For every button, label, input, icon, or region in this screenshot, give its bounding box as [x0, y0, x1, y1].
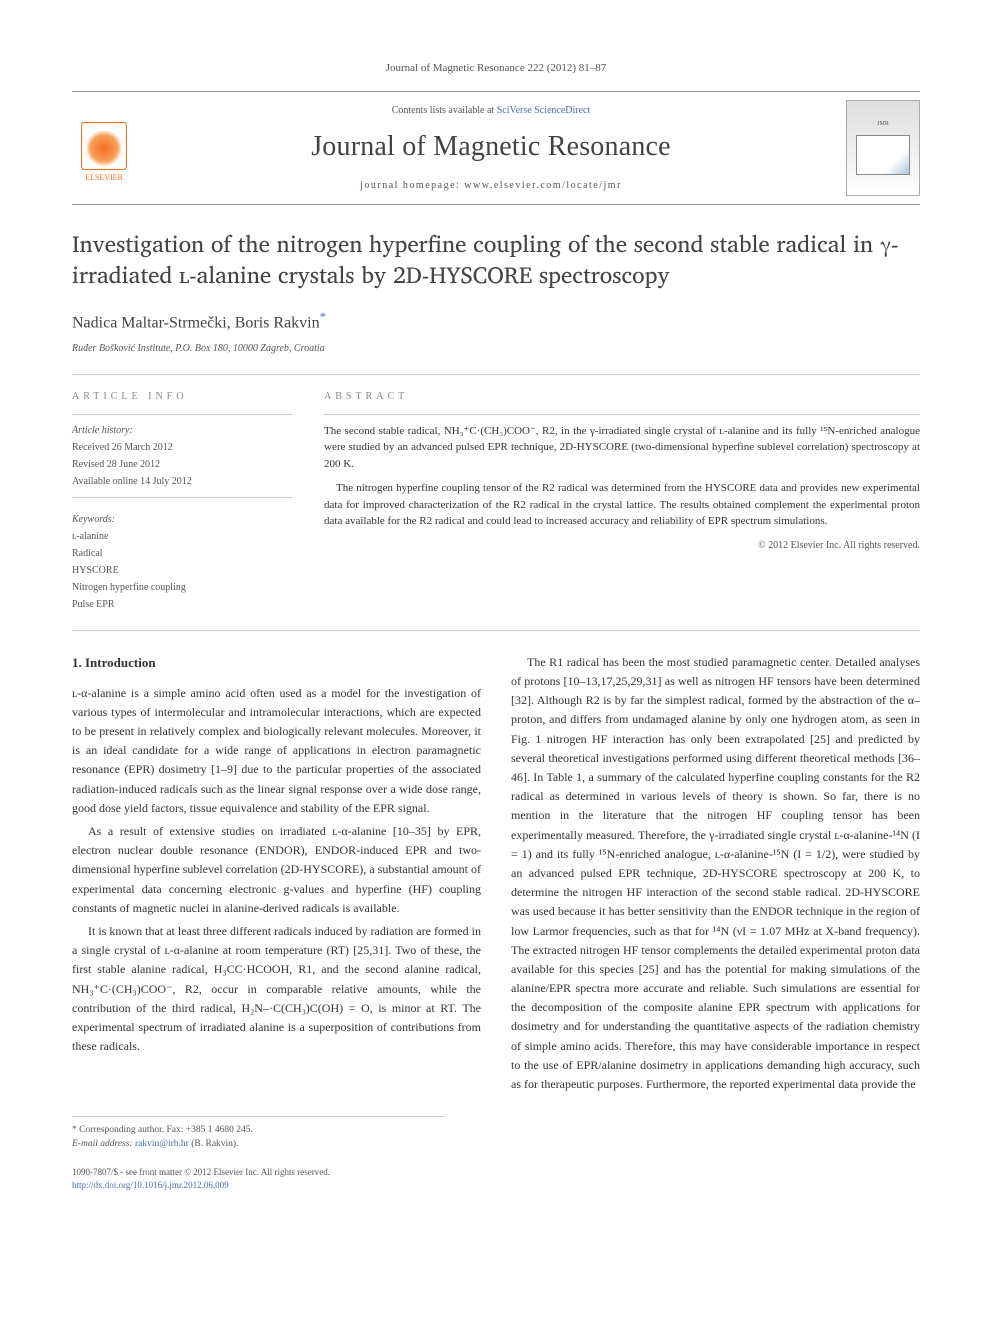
info-abstract-row: ARTICLE INFO Article history: Received 2… [72, 374, 920, 631]
keyword: HYSCORE [72, 563, 292, 578]
keywords-heading: Keywords: [72, 512, 292, 527]
history-heading: Article history: [72, 423, 292, 438]
divider [72, 414, 292, 415]
corresponding-footnote: * Corresponding author. Fax: +385 1 4680… [72, 1116, 445, 1152]
abstract-paragraph: The second stable radical, NH₃⁺C·(CH₃)CO… [324, 423, 920, 473]
corresponding-author-mark: * [320, 309, 327, 324]
contents-available-line: Contents lists available at SciVerse Sci… [154, 103, 828, 118]
bibliographic-reference: Journal of Magnetic Resonance 222 (2012)… [72, 60, 920, 77]
keyword: Pulse EPR [72, 597, 292, 612]
body-paragraph: ʟ-α-alanine is a simple amino acid often… [72, 684, 481, 818]
corr-author-line: * Corresponding author. Fax: +385 1 4680… [72, 1123, 445, 1137]
section-heading-introduction: 1. Introduction [72, 653, 481, 674]
cover-mini-plot-icon [856, 135, 910, 175]
elsevier-tree-icon [81, 122, 127, 170]
front-matter-line: 1090-7807/$ - see front matter © 2012 El… [72, 1166, 920, 1180]
email-suffix: (B. Rakvin). [189, 1139, 239, 1149]
doi-link[interactable]: http://dx.doi.org/10.1016/j.jmr.2012.06.… [72, 1179, 920, 1193]
body-paragraph: As a result of extensive studies on irra… [72, 822, 481, 918]
email-label: E-mail address: [72, 1139, 135, 1149]
history-revised: Revised 28 June 2012 [72, 457, 292, 472]
journal-homepage-line: journal homepage: www.elsevier.com/locat… [154, 178, 828, 193]
elsevier-logo: ELSEVIER [72, 112, 136, 184]
journal-header: ELSEVIER Contents lists available at Sci… [72, 91, 920, 205]
article-info-label: ARTICLE INFO [72, 389, 292, 404]
body-two-column: 1. Introduction ʟ-α-alanine is a simple … [72, 653, 920, 1094]
abstract-paragraph: The nitrogen hyperfine coupling tensor o… [324, 480, 920, 530]
homepage-url[interactable]: www.elsevier.com/locate/jmr [464, 180, 622, 191]
body-paragraph: It is known that at least three differen… [72, 922, 481, 1056]
abstract-copyright: © 2012 Elsevier Inc. All rights reserved… [324, 538, 920, 553]
body-paragraph: The R1 radical has been the most studied… [511, 653, 920, 1094]
sciencedirect-link[interactable]: SciVerse ScienceDirect [497, 105, 591, 116]
abstract-column: ABSTRACT The second stable radical, NH₃⁺… [324, 389, 920, 614]
affiliation: Ruđer Bošković Institute, P.O. Box 180, … [72, 341, 920, 356]
article-title: Investigation of the nitrogen hyperfine … [72, 229, 920, 291]
corr-email-link[interactable]: rakvin@irb.hr [135, 1139, 189, 1149]
history-received: Received 26 March 2012 [72, 440, 292, 455]
divider [324, 414, 920, 415]
keyword: Nitrogen hyperfine coupling [72, 580, 292, 595]
journal-name: Journal of Magnetic Resonance [154, 126, 828, 168]
divider [72, 497, 292, 498]
publisher-label: ELSEVIER [85, 172, 123, 184]
cover-label: JMR [877, 120, 889, 129]
authors-line: Nadica Maltar-Strmečki, Boris Rakvin* [72, 307, 920, 335]
abstract-label: ABSTRACT [324, 389, 920, 404]
keyword: Radical [72, 546, 292, 561]
keyword: ʟ-alanine [72, 529, 292, 544]
article-info-column: ARTICLE INFO Article history: Received 2… [72, 389, 292, 614]
journal-cover-thumbnail: JMR [846, 100, 920, 196]
contents-prefix: Contents lists available at [392, 105, 497, 116]
corr-email-line: E-mail address: rakvin@irb.hr (B. Rakvin… [72, 1137, 445, 1151]
homepage-prefix: journal homepage: [360, 180, 464, 191]
bottom-matter: 1090-7807/$ - see front matter © 2012 El… [72, 1166, 920, 1193]
journal-header-center: Contents lists available at SciVerse Sci… [154, 103, 828, 193]
history-online: Available online 14 July 2012 [72, 474, 292, 489]
authors-names: Nadica Maltar-Strmečki, Boris Rakvin [72, 314, 320, 331]
